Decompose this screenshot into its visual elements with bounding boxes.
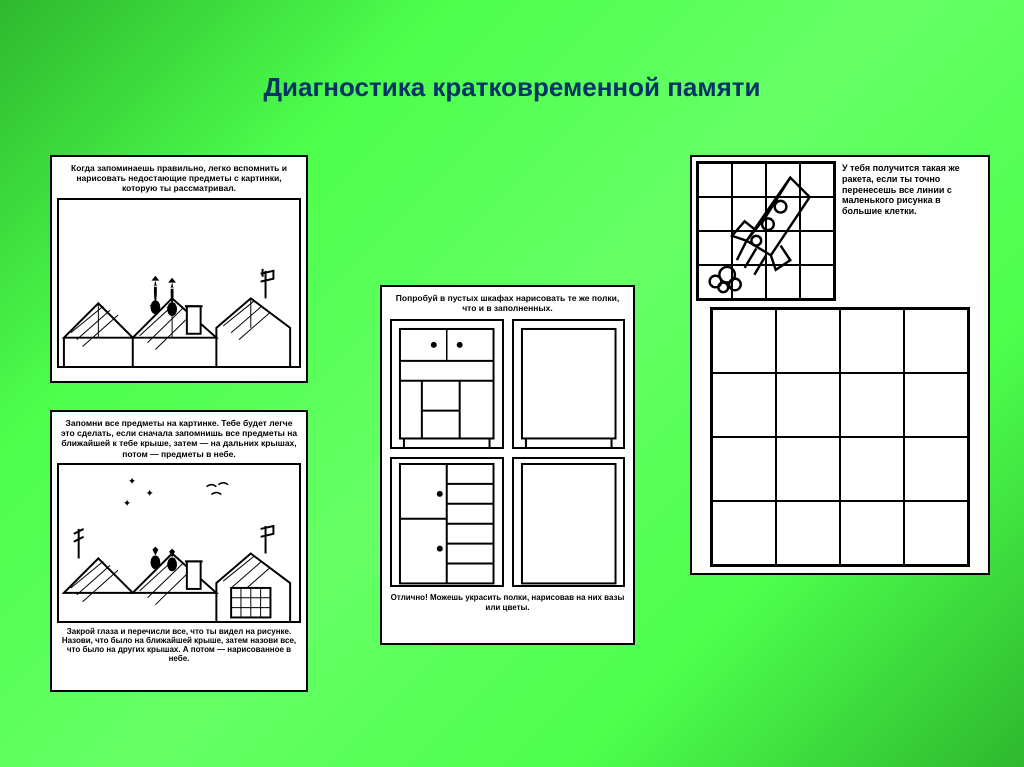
cabinet-grid <box>386 315 629 591</box>
rooftop-scene-1 <box>59 200 299 367</box>
svg-text:✦: ✦ <box>123 498 131 509</box>
card-rocket-grid: У тебя получится такая же ракета, если т… <box>690 155 990 575</box>
svg-text:✦: ✦ <box>128 476 136 487</box>
cabinet-empty-2 <box>512 457 626 587</box>
cabinet-filled-1 <box>390 319 504 449</box>
rooftop-scene-2: ✦ ✦ ✦ <box>59 465 299 622</box>
cabinet-empty-1 <box>512 319 626 449</box>
card2-instruction-bottom: Закрой глаза и перечисли все, что ты вид… <box>56 625 302 666</box>
card1-instruction: Когда запоминаешь правильно, легко вспом… <box>56 161 302 196</box>
card-rooftop-recall: Когда запоминаешь правильно, легко вспом… <box>50 155 308 383</box>
card2-instruction-top: Запомни все предметы на картинке. Тебе б… <box>56 416 302 461</box>
svg-text:✦: ✦ <box>146 488 154 499</box>
rocket-grid-small <box>696 161 836 301</box>
card4-instruction: У тебя получится такая же ракета, если т… <box>840 161 984 301</box>
card3-instruction-bottom: Отлично! Можешь украсить полки, нарисова… <box>386 591 629 613</box>
rocket-icon <box>698 163 834 299</box>
rocket-grid-large <box>710 307 970 567</box>
card-rooftop-memorize: Запомни все предметы на картинке. Тебе б… <box>50 410 308 692</box>
cabinet-filled-2 <box>390 457 504 587</box>
card-cabinets: Попробуй в пустых шкафах нарисовать те ж… <box>380 285 635 645</box>
page-title: Диагностика кратковременной памяти <box>0 72 1024 103</box>
card3-instruction-top: Попробуй в пустых шкафах нарисовать те ж… <box>386 291 629 315</box>
